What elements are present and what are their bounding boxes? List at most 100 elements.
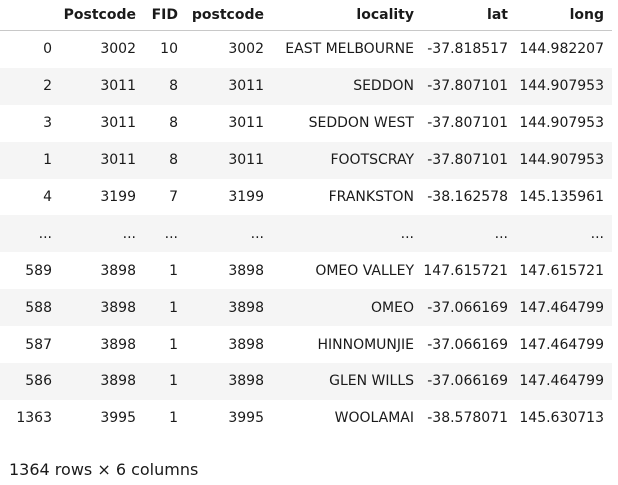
table-cell: 3002 bbox=[100, 41, 136, 58]
dataframe-table: Postcode FID postcode locality lat long 0 3002… bbox=[0, 0, 612, 437]
table-cell: WOOLAMAI bbox=[334, 410, 414, 427]
table-cell: 3898 bbox=[100, 299, 136, 316]
row-index: ... bbox=[38, 225, 52, 242]
table-cell: 3002 bbox=[228, 41, 264, 58]
table-cell: OMEO bbox=[371, 299, 414, 316]
table-cell: 7 bbox=[169, 189, 178, 205]
table-cell: 8 bbox=[169, 152, 178, 169]
row-index: 2 bbox=[43, 78, 52, 95]
table-cell: 147.464799 bbox=[519, 373, 604, 390]
table-cell: 3011 bbox=[100, 78, 136, 95]
table-row: ..................... bbox=[0, 215, 612, 253]
table-cell: 147.464799 bbox=[519, 336, 604, 353]
table-cell: 144.907953 bbox=[519, 115, 604, 132]
table-row: 2 3011 8 3011 SEDDON -37.807101 144.907953 bbox=[0, 67, 612, 105]
table-cell: 145.630713 bbox=[519, 410, 604, 427]
column-header: postcode bbox=[186, 0, 272, 31]
table-cell: ... bbox=[122, 225, 136, 242]
row-index: 1363 bbox=[16, 410, 52, 427]
table-cell: -38.162578 bbox=[427, 189, 508, 205]
table-cell: 3011 bbox=[100, 115, 136, 132]
table-cell: 144.907953 bbox=[519, 152, 604, 169]
row-index: 587 bbox=[25, 336, 52, 353]
table-cell: -37.066169 bbox=[427, 336, 508, 353]
column-header: locality bbox=[272, 0, 422, 31]
table-row: 4 3199 7 3199 FRANKSTON -38.162578 145.135961 bbox=[0, 178, 612, 216]
table-cell: -37.807101 bbox=[427, 152, 508, 169]
table-cell: HINNOMUNJIE bbox=[317, 336, 414, 353]
table-cell: 3898 bbox=[100, 262, 136, 279]
table-cell: FRANKSTON bbox=[328, 189, 414, 205]
column-header: Postcode bbox=[60, 0, 144, 31]
table-cell: 3011 bbox=[228, 152, 264, 169]
table-cell: 8 bbox=[169, 78, 178, 95]
index-header bbox=[0, 0, 60, 31]
table-row: 0 3002 10 3002 EAST MELBOURNE -37.818517 144.9… bbox=[0, 30, 612, 68]
table-cell: 3011 bbox=[100, 152, 136, 169]
table-row: 1 3011 8 3011 FOOTSCRAY -37.807101 144.907953 bbox=[0, 141, 612, 179]
table-cell: 3011 bbox=[228, 115, 264, 132]
row-index: 588 bbox=[25, 299, 52, 316]
table-cell: 3898 bbox=[228, 299, 264, 316]
table-header: Postcode FID postcode locality lat long bbox=[0, 0, 612, 31]
table-cell: GLEN WILLS bbox=[329, 373, 414, 390]
table-body: 0 3002 10 3002 EAST MELBOURNE -37.818517 144.9… bbox=[0, 30, 612, 437]
table-cell: 1 bbox=[169, 299, 178, 316]
table-cell: 3995 bbox=[100, 410, 136, 427]
table-cell: ... bbox=[400, 225, 414, 242]
table-cell: 3898 bbox=[100, 336, 136, 353]
table-cell: ... bbox=[164, 225, 178, 242]
row-index: 3 bbox=[43, 115, 52, 132]
table-cell: -37.807101 bbox=[427, 115, 508, 132]
row-index: 589 bbox=[25, 262, 52, 279]
table-cell: 144.982207 bbox=[519, 41, 604, 58]
table-cell: ... bbox=[494, 225, 508, 242]
table-cell: -38.578071 bbox=[427, 410, 508, 427]
table-cell: 3995 bbox=[228, 410, 264, 427]
table-cell: 1 bbox=[169, 373, 178, 390]
row-index: 4 bbox=[43, 189, 52, 205]
column-header: long bbox=[516, 0, 612, 31]
table-cell: 3011 bbox=[228, 78, 264, 95]
row-index: 586 bbox=[25, 373, 52, 390]
table-cell: 1 bbox=[169, 410, 178, 427]
table-cell: 1 bbox=[169, 336, 178, 353]
table-cell: 3898 bbox=[228, 336, 264, 353]
table-cell: -37.807101 bbox=[427, 78, 508, 95]
table-cell: OMEO VALLEY bbox=[315, 262, 414, 279]
table-cell: 8 bbox=[169, 115, 178, 132]
table-cell: -37.066169 bbox=[427, 299, 508, 316]
table-row: 586 3898 1 3898 GLEN WILLS -37.066169 147.4647… bbox=[0, 363, 612, 400]
table-cell: 1 bbox=[169, 262, 178, 279]
table-row: 588 3898 1 3898 OMEO -37.066169 147.464799 bbox=[0, 289, 612, 327]
table-cell: EAST MELBOURNE bbox=[285, 41, 414, 58]
table-cell: 147.615721 bbox=[423, 262, 508, 279]
table-cell: 3898 bbox=[228, 262, 264, 279]
table-cell: SEDDON bbox=[353, 78, 414, 95]
shape-summary: 1364 rows × 6 columns bbox=[9, 460, 199, 479]
table-cell: SEDDON WEST bbox=[308, 115, 414, 132]
header-row: Postcode FID postcode locality lat long bbox=[0, 0, 612, 31]
table-cell: 147.615721 bbox=[519, 262, 604, 279]
row-index: 0 bbox=[43, 41, 52, 58]
table-row: 1363 3995 1 3995 WOOLAMAI -38.578071 145.63071… bbox=[0, 399, 612, 437]
table-cell: FOOTSCRAY bbox=[330, 152, 414, 169]
table-cell: 147.464799 bbox=[519, 299, 604, 316]
table-row: 3 3011 8 3011 SEDDON WEST -37.807101 144.90795… bbox=[0, 104, 612, 142]
row-index: 1 bbox=[43, 152, 52, 169]
table-cell: 145.135961 bbox=[519, 189, 604, 205]
table-cell: ... bbox=[250, 225, 264, 242]
column-header: lat bbox=[422, 0, 516, 31]
table-cell: 3898 bbox=[228, 373, 264, 390]
table-cell: 3199 bbox=[100, 189, 136, 205]
table-cell: 3898 bbox=[100, 373, 136, 390]
table-cell: 144.907953 bbox=[519, 78, 604, 95]
table-cell: -37.066169 bbox=[427, 373, 508, 390]
column-header: FID bbox=[144, 0, 186, 31]
table-cell: ... bbox=[590, 225, 604, 242]
table-cell: -37.818517 bbox=[427, 41, 508, 58]
table-row: 587 3898 1 3898 HINNOMUNJIE -37.066169 147.464… bbox=[0, 326, 612, 364]
table-row: 589 3898 1 3898 OMEO VALLEY 147.615721 147.615… bbox=[0, 252, 612, 290]
table-cell: 3199 bbox=[228, 189, 264, 205]
